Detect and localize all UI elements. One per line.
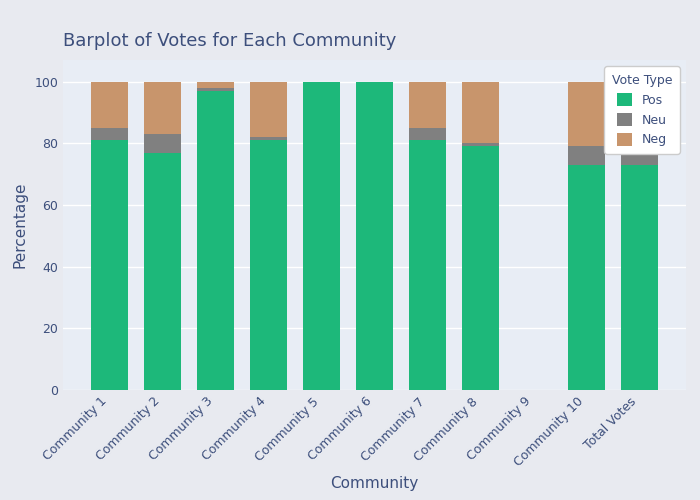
Bar (356, 82, 393, 390)
Bar (568, 82, 605, 146)
Bar (91, 82, 128, 128)
Legend: Pos, Neu, Neg: Pos, Neu, Neg (604, 66, 680, 154)
Bar (144, 82, 181, 134)
Bar (568, 146, 605, 165)
Bar (462, 82, 499, 144)
Bar (250, 140, 287, 390)
Bar (91, 140, 128, 390)
X-axis label: Community: Community (330, 476, 419, 491)
Bar (197, 88, 234, 91)
Bar (462, 146, 499, 390)
Bar (462, 144, 499, 146)
Y-axis label: Percentage: Percentage (13, 182, 27, 268)
Bar (144, 152, 181, 390)
Bar (144, 134, 181, 152)
Bar (621, 165, 658, 390)
Bar (197, 82, 234, 88)
Bar (303, 82, 340, 390)
Bar (621, 82, 658, 146)
Bar (91, 128, 128, 140)
Bar (409, 128, 446, 140)
Bar (197, 91, 234, 390)
Bar (250, 82, 287, 137)
Text: Barplot of Votes for Each Community: Barplot of Votes for Each Community (63, 32, 396, 50)
Bar (621, 146, 658, 165)
Bar (568, 165, 605, 390)
Bar (409, 140, 446, 390)
Bar (250, 137, 287, 140)
Bar (409, 82, 446, 128)
